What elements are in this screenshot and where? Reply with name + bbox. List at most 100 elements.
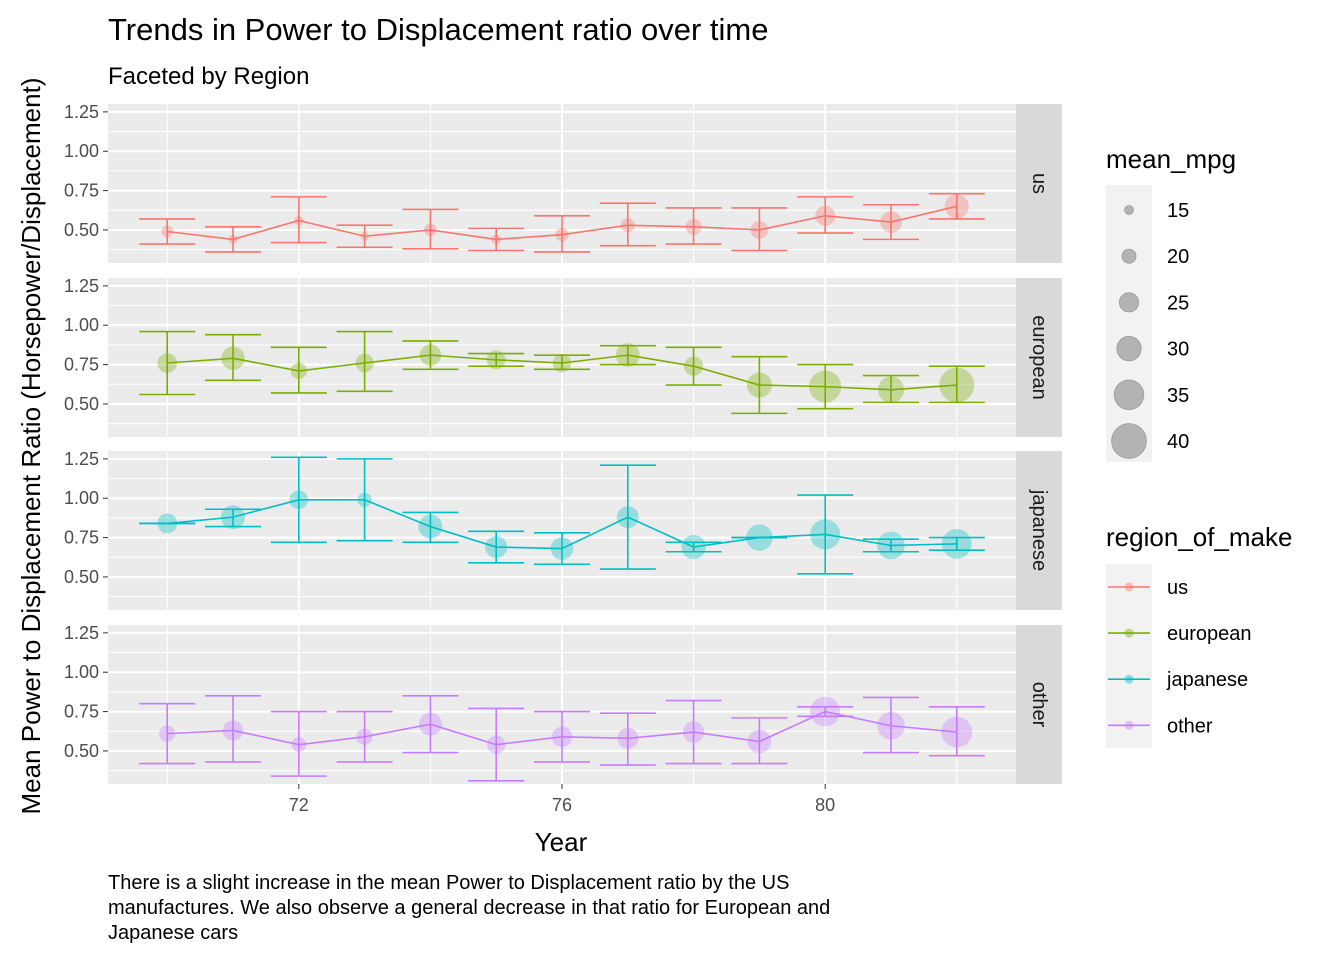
data-point [356, 728, 373, 745]
facet-strip [1016, 451, 1062, 610]
x-axis: 72 76 80 [289, 784, 835, 815]
data-point [355, 353, 374, 373]
error-bar [731, 207, 788, 252]
data-point [491, 234, 502, 245]
error-bar [270, 346, 327, 394]
y-tick-label: 0.50 [64, 567, 99, 587]
data-point [685, 218, 702, 235]
error-bar [205, 333, 262, 382]
facet-strip [1016, 278, 1062, 437]
error-bar [139, 702, 196, 765]
data-point [418, 712, 442, 736]
y-tick-label: 0.50 [64, 220, 99, 240]
error-bar [862, 538, 919, 553]
y-tick-label: 1.25 [64, 276, 99, 296]
chart-title: Trends in Power to Displacement ratio ov… [108, 12, 768, 47]
data-point [616, 506, 639, 529]
legend-size-label: 15 [1167, 200, 1189, 222]
error-bar [139, 218, 196, 245]
data-point [941, 716, 973, 748]
legend-size-label: 25 [1167, 292, 1189, 314]
data-point [880, 211, 902, 233]
data-point [228, 234, 238, 245]
data-point [424, 223, 437, 237]
legend-size-key [1118, 292, 1140, 313]
error-bar [534, 532, 590, 566]
error-bar [139, 330, 196, 396]
data-point [357, 492, 372, 507]
error-bar [205, 225, 262, 253]
error-bar [665, 207, 722, 245]
error-bar [205, 695, 262, 763]
facet-strip-label: japanese [1028, 489, 1050, 571]
error-bar [599, 344, 656, 366]
data-point [221, 346, 245, 370]
error-bar [402, 695, 459, 754]
legend-color-key-point [1124, 720, 1134, 730]
data-point [750, 220, 769, 239]
error-bar [402, 340, 459, 371]
error-bar [468, 352, 525, 367]
error-bar [665, 346, 722, 386]
y-tick-label: 1.00 [64, 141, 99, 161]
data-point [877, 711, 905, 740]
data-point [620, 218, 635, 233]
error-bar [336, 710, 393, 763]
legend-size-key [1124, 205, 1134, 215]
facet-strip-label: other [1028, 682, 1050, 728]
y-tick-label: 1.00 [64, 315, 99, 335]
legend-color-label: us [1167, 577, 1188, 599]
error-bar [270, 710, 327, 777]
data-point [294, 215, 304, 226]
legend-size-key [1111, 423, 1147, 459]
legend-size-label: 40 [1167, 431, 1189, 453]
facet-strip-label: european [1028, 315, 1050, 400]
chart-subtitle: Faceted by Region [108, 63, 309, 90]
chart-caption: There is a slight increase in the mean P… [108, 872, 830, 944]
data-point [617, 727, 639, 749]
y-tick-label: 1.00 [64, 488, 99, 508]
facet-panel-other: 0.50 0.75 1.00 1.25 other [64, 623, 1062, 784]
error-bar [534, 710, 590, 763]
y-tick-label: 0.75 [64, 528, 99, 548]
error-bar [797, 196, 854, 234]
error-bar [928, 536, 985, 551]
legend-size-label: 35 [1167, 385, 1189, 407]
legend-color-key-background [1106, 564, 1152, 748]
error-bar [797, 494, 854, 575]
data-point [615, 343, 640, 368]
error-bar [336, 330, 393, 393]
data-point [289, 490, 309, 510]
y-tick-label: 0.75 [64, 355, 99, 375]
data-point [809, 370, 842, 403]
facet-strip [1016, 104, 1062, 263]
x-tick-label: 80 [815, 795, 835, 815]
x-tick-label: 76 [552, 795, 572, 815]
error-bar [270, 196, 327, 244]
data-point [944, 194, 969, 219]
data-point [486, 350, 506, 370]
error-bar [599, 712, 656, 766]
data-point [877, 376, 905, 403]
data-point [877, 531, 905, 560]
data-point [815, 205, 836, 226]
facet-strip-label: us [1028, 173, 1050, 194]
error-bar [731, 355, 788, 415]
legend-color-label: japanese [1166, 669, 1248, 691]
data-point [291, 737, 307, 753]
error-bar [534, 354, 590, 371]
legend-size-key [1121, 248, 1137, 264]
data-point [681, 534, 706, 560]
data-point [810, 519, 841, 550]
data-point [485, 536, 508, 559]
facet-panels: 0.50 0.75 1.00 1.25 us 0.50 0.75 1.00 1.25 europe… [64, 102, 1062, 784]
data-point [746, 372, 772, 398]
legend-size-key [1116, 335, 1142, 362]
data-point [682, 721, 705, 743]
legend-size: mean_mpg 15 20 25 30 35 40 [1106, 144, 1236, 462]
legend-color-label: european [1167, 623, 1252, 645]
data-point [220, 505, 246, 530]
legend-size-label: 20 [1167, 246, 1189, 268]
error-bar [797, 706, 854, 718]
